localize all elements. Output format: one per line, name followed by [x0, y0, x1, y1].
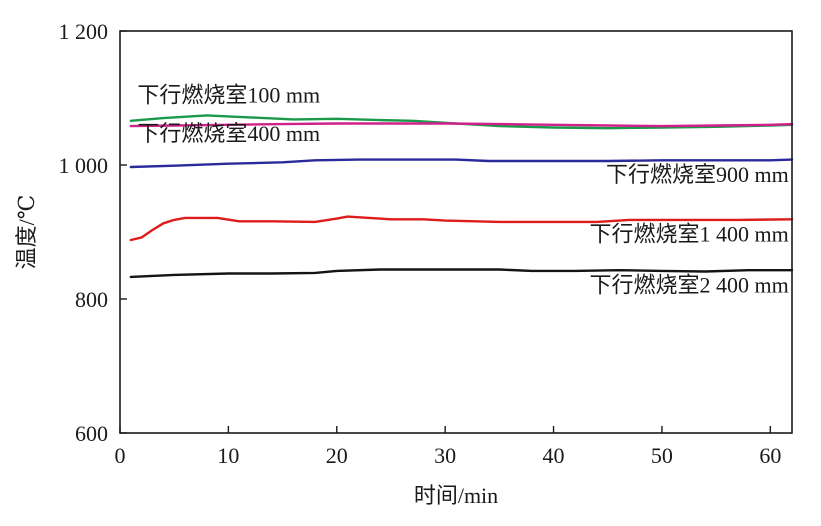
plot-frame — [119, 30, 793, 434]
series-line-3 — [129, 215, 794, 242]
y-tick-label: 600 — [75, 421, 108, 446]
axes-layer — [119, 30, 793, 434]
x-tick-label: 30 — [434, 443, 456, 468]
series-annotation: 下行燃烧室1 400 mm — [590, 221, 789, 246]
series-annotation: 下行燃烧室2 400 mm — [590, 272, 789, 297]
x-tick-label: 20 — [326, 443, 348, 468]
x-tick-label: 10 — [217, 443, 239, 468]
x-tick-label: 50 — [651, 443, 673, 468]
y-axis-label: 温度/℃ — [14, 195, 39, 270]
x-tick-label: 60 — [759, 443, 781, 468]
x-tick-label: 40 — [543, 443, 565, 468]
series-annotation: 下行燃烧室400 mm — [137, 121, 320, 146]
x-axis-label: 时间/min — [414, 483, 498, 508]
series-line-1 — [129, 122, 794, 128]
series-annotation: 下行燃烧室900 mm — [606, 162, 789, 187]
series-line-0 — [129, 114, 794, 130]
series-layer — [129, 114, 794, 279]
ticks-layer: 0 10 20 30 40 50 60 600 800 1 000 1 200 — [59, 19, 782, 468]
y-tick-label: 1 000 — [59, 153, 109, 178]
series-line-4 — [129, 268, 794, 279]
series-line-2 — [129, 158, 794, 169]
y-tick-label: 800 — [75, 287, 108, 312]
y-tick-label: 1 200 — [59, 19, 109, 44]
x-tick-label: 0 — [115, 443, 126, 468]
series-annotation: 下行燃烧室100 mm — [137, 83, 320, 108]
annotation-layer: 下行燃烧室100 mm 下行燃烧室400 mm 下行燃烧室900 mm 下行燃烧室1 … — [137, 83, 788, 298]
